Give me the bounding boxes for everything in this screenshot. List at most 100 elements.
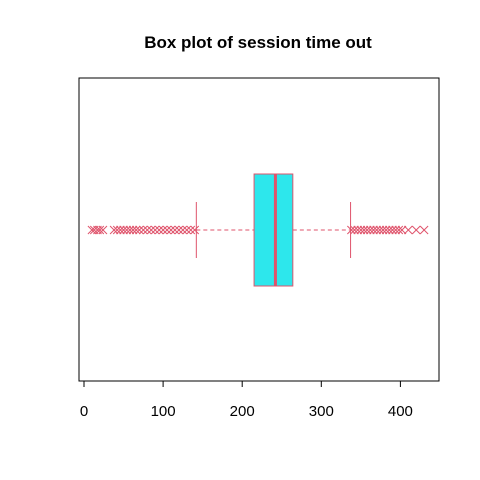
outlier-stroke [375,225,385,235]
outlier-stroke [186,225,196,235]
outlier-point-low [138,225,148,235]
x-tick-label: 400 [388,403,413,420]
outlier-stroke [135,225,144,235]
outlier-stroke [146,225,156,235]
outlier-point-low [162,225,172,235]
outlier-stroke [365,225,375,235]
outlier-point-high [384,225,394,235]
outlier-point-low [154,225,164,235]
outlier-stroke [119,225,128,235]
outlier-stroke [356,225,366,235]
outlier-point-low [116,225,125,235]
box-iqr [253,173,294,287]
outlier-point-low [109,225,119,235]
outlier-stroke [378,225,388,235]
x-tick-label: 300 [309,403,334,420]
outlier-stroke [182,225,192,235]
outlier-point-low [142,225,152,235]
outlier-point-high [388,225,397,235]
outlier-point-low [158,225,168,235]
outlier-stroke [381,225,391,235]
outlier-stroke [178,225,188,235]
outlier-stroke [154,225,164,235]
outlier-point-low [125,225,135,235]
outlier-stroke [372,225,382,235]
outlier-point-low [174,225,184,235]
outlier-point-low [170,225,180,235]
outlier-stroke [162,225,172,235]
outlier-point-high [397,225,407,235]
outlier-stroke [116,225,125,235]
outlier-stroke [174,225,184,235]
outlier-point-high [356,225,366,235]
x-tick-label: 0 [80,403,88,420]
outlier-point-low [119,225,128,235]
outlier-stroke [170,225,180,235]
outlier-stroke [142,225,152,235]
outlier-point-low [112,225,122,235]
outlier-stroke [369,225,378,235]
outlier-point-high [378,225,388,235]
outlier-point-high [353,225,363,235]
outlier-point-high [372,225,382,235]
outlier-point-high [403,225,413,235]
outlier-stroke [388,225,397,235]
outlier-point-high [362,225,372,235]
outlier-point-high [359,225,369,235]
outlier-stroke [138,225,148,235]
outlier-point-high [350,225,359,235]
outlier-stroke [128,225,138,235]
outlier-point-low [98,225,108,235]
outlier-stroke [411,225,421,235]
outlier-point-low [178,225,188,235]
outlier-point-high [369,225,378,235]
x-tick-label: 100 [151,403,176,420]
outlier-point-high [375,225,385,235]
outlier-point-low [182,225,192,235]
x-tick-label: 200 [230,403,255,420]
outlier-stroke [394,225,404,235]
outlier-point-low [135,225,144,235]
outlier-stroke [131,225,141,235]
outlier-point-low [146,225,156,235]
outlier-point-low [122,225,132,235]
outlier-stroke [112,225,122,235]
outlier-point-high [419,225,429,235]
outlier-stroke [391,225,401,235]
outlier-point-low [128,225,138,235]
outlier-stroke [109,225,119,235]
outlier-stroke [125,225,135,235]
outlier-point-high [391,225,401,235]
outlier-stroke [419,225,429,235]
outlier-stroke [98,225,108,235]
outlier-point-high [411,225,421,235]
outlier-stroke [166,225,176,235]
outlier-stroke [353,225,363,235]
outlier-point-low [186,225,196,235]
x-axis: 0 100 200 300 400 [80,380,413,420]
box [253,173,294,287]
chart-title: Box plot of session time out [144,33,372,52]
outlier-stroke [95,225,105,235]
outlier-stroke [384,225,394,235]
outlier-stroke [359,225,369,235]
outlier-stroke [122,225,132,235]
outlier-point-low [166,225,176,235]
outlier-stroke [190,225,200,235]
outlier-stroke [158,225,168,235]
outliers [87,225,429,235]
outlier-stroke [150,225,160,235]
outlier-stroke [362,225,372,235]
outlier-point-high [394,225,404,235]
outlier-point-high [381,225,391,235]
whiskers [195,202,352,258]
outlier-stroke [403,225,413,235]
outlier-stroke [397,225,407,235]
outlier-stroke [347,225,356,235]
outlier-point-low [131,225,141,235]
outlier-point-high [347,225,356,235]
outlier-point-low [95,225,105,235]
outlier-point-low [190,225,200,235]
outlier-point-low [150,225,160,235]
